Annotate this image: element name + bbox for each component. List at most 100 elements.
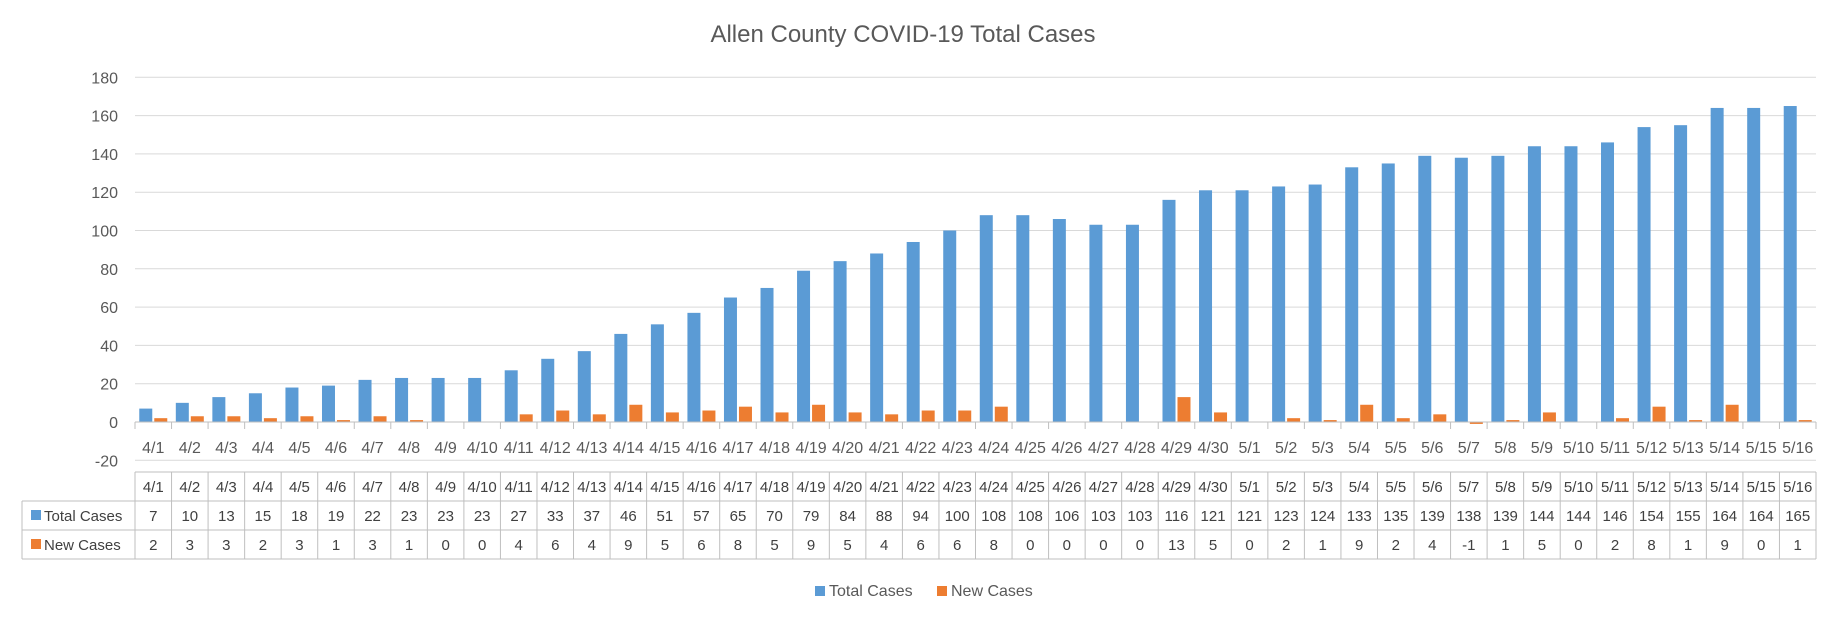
table-cell: 2 <box>1282 537 1290 554</box>
table-header-cell: 4/29 <box>1162 479 1191 496</box>
table-cell: 9 <box>807 537 815 554</box>
table-cell: 4 <box>880 537 888 554</box>
table-cell: 3 <box>295 537 303 554</box>
table-header-cell: 4/30 <box>1198 479 1227 496</box>
bar-total-cases <box>1637 127 1651 422</box>
table-cell: 0 <box>1136 537 1144 554</box>
x-tick-label: 4/13 <box>576 440 607 457</box>
bar-total-cases <box>1089 224 1103 422</box>
y-tick-label: 100 <box>91 224 118 241</box>
table-cell: 23 <box>401 508 418 525</box>
legend-label-new-cases: New Cases <box>951 583 1033 600</box>
bar-total-cases <box>833 261 847 422</box>
y-tick-label: 40 <box>100 338 118 355</box>
x-tick-label: 5/14 <box>1709 440 1740 457</box>
x-tick-label: 4/11 <box>504 440 534 457</box>
table-cell: 88 <box>876 508 893 525</box>
bar-new-cases <box>1433 414 1447 422</box>
bar-total-cases <box>1052 219 1066 422</box>
bar-new-cases <box>921 410 935 422</box>
bar-total-cases <box>797 270 811 422</box>
table-cell: 4 <box>588 537 596 554</box>
bar-new-cases <box>775 412 789 422</box>
table-cell: 139 <box>1493 508 1518 525</box>
table-cell: 94 <box>912 508 929 525</box>
table-cell: 3 <box>222 537 230 554</box>
x-tick-label: 4/28 <box>1124 440 1155 457</box>
table-cell: 106 <box>1054 508 1079 525</box>
table-cell: 121 <box>1237 508 1262 525</box>
bar-new-cases <box>227 416 241 422</box>
x-tick-label: 4/18 <box>759 440 790 457</box>
bar-new-cases <box>1323 420 1337 422</box>
x-tick-label: 5/11 <box>1600 440 1630 457</box>
table-cell: 0 <box>1574 537 1582 554</box>
bar-total-cases <box>1564 146 1578 423</box>
table-header-cell: 4/16 <box>687 479 716 496</box>
gridlines <box>135 76 1816 461</box>
table-cell: 13 <box>218 508 235 525</box>
y-tick-label: 160 <box>91 109 118 126</box>
bar-total-cases <box>614 333 628 422</box>
x-tick-label: 4/6 <box>325 440 347 457</box>
table-header-cell: 4/13 <box>577 479 606 496</box>
table-header-cell: 4/12 <box>541 479 570 496</box>
table-cell: 116 <box>1165 508 1189 525</box>
table-cell: 165 <box>1785 508 1810 525</box>
bar-total-cases <box>1381 163 1395 422</box>
x-tick-label: 4/1 <box>142 440 164 457</box>
table-header-cell: 4/22 <box>906 479 935 496</box>
x-tick-label: 5/6 <box>1421 440 1443 457</box>
x-tick-label: 4/23 <box>942 440 973 457</box>
table-cell: 133 <box>1347 508 1372 525</box>
table-header-cell: 4/23 <box>943 479 972 496</box>
y-tick-label: -20 <box>95 453 118 470</box>
x-tick-label: 4/20 <box>832 440 863 457</box>
bar-new-cases <box>1287 418 1301 422</box>
table-header-cell: 5/3 <box>1312 479 1333 496</box>
table-cell: 8 <box>1647 537 1655 554</box>
table-cell: 1 <box>1684 537 1692 554</box>
bar-total-cases <box>760 287 774 422</box>
bar-new-cases <box>848 412 862 422</box>
bar-total-cases <box>650 324 664 422</box>
x-tick-label: 5/2 <box>1275 440 1297 457</box>
table-cell: 0 <box>1099 537 1107 554</box>
table-cell: 123 <box>1274 508 1299 525</box>
table-cell: 19 <box>328 508 345 525</box>
table-header-cell: 4/14 <box>614 479 643 496</box>
bar-total-cases <box>1491 155 1505 422</box>
table-header-cell: 4/21 <box>870 479 899 496</box>
table-header-cell: 5/4 <box>1349 479 1370 496</box>
table-header-cell: 5/12 <box>1637 479 1666 496</box>
table-header-cell: 4/18 <box>760 479 789 496</box>
table-cell: 144 <box>1529 508 1554 525</box>
bar-total-cases <box>1783 106 1797 423</box>
legend-label-total-cases: Total Cases <box>829 583 913 600</box>
table-cell: 138 <box>1456 508 1481 525</box>
x-tick-label: 4/17 <box>722 440 753 457</box>
bar-total-cases <box>1235 190 1249 422</box>
table-cell: 79 <box>803 508 820 525</box>
bar-total-cases <box>577 351 591 422</box>
table-header-cell: 5/8 <box>1495 479 1516 496</box>
table-cell: 1 <box>332 537 340 554</box>
table-cell: 108 <box>1018 508 1043 525</box>
bar-new-cases <box>1725 404 1739 422</box>
bar-new-cases <box>958 410 972 422</box>
bar-total-cases <box>1016 215 1030 422</box>
x-tick-label: 4/30 <box>1197 440 1228 457</box>
table-cell: 9 <box>1355 537 1363 554</box>
bar-total-cases <box>1272 186 1286 422</box>
table-cell: 5 <box>661 537 669 554</box>
bar-new-cases <box>1469 422 1483 424</box>
table-cell: 1 <box>1318 537 1326 554</box>
chart-title: Allen County COVID-19 Total Cases <box>710 21 1095 48</box>
table-header-cell: 4/5 <box>289 479 310 496</box>
table-cell: 0 <box>1026 537 1034 554</box>
table-cell: 8 <box>990 537 998 554</box>
bar-total-cases <box>468 377 482 422</box>
table-header-cell: 5/5 <box>1385 479 1406 496</box>
table-cell: 18 <box>291 508 308 525</box>
